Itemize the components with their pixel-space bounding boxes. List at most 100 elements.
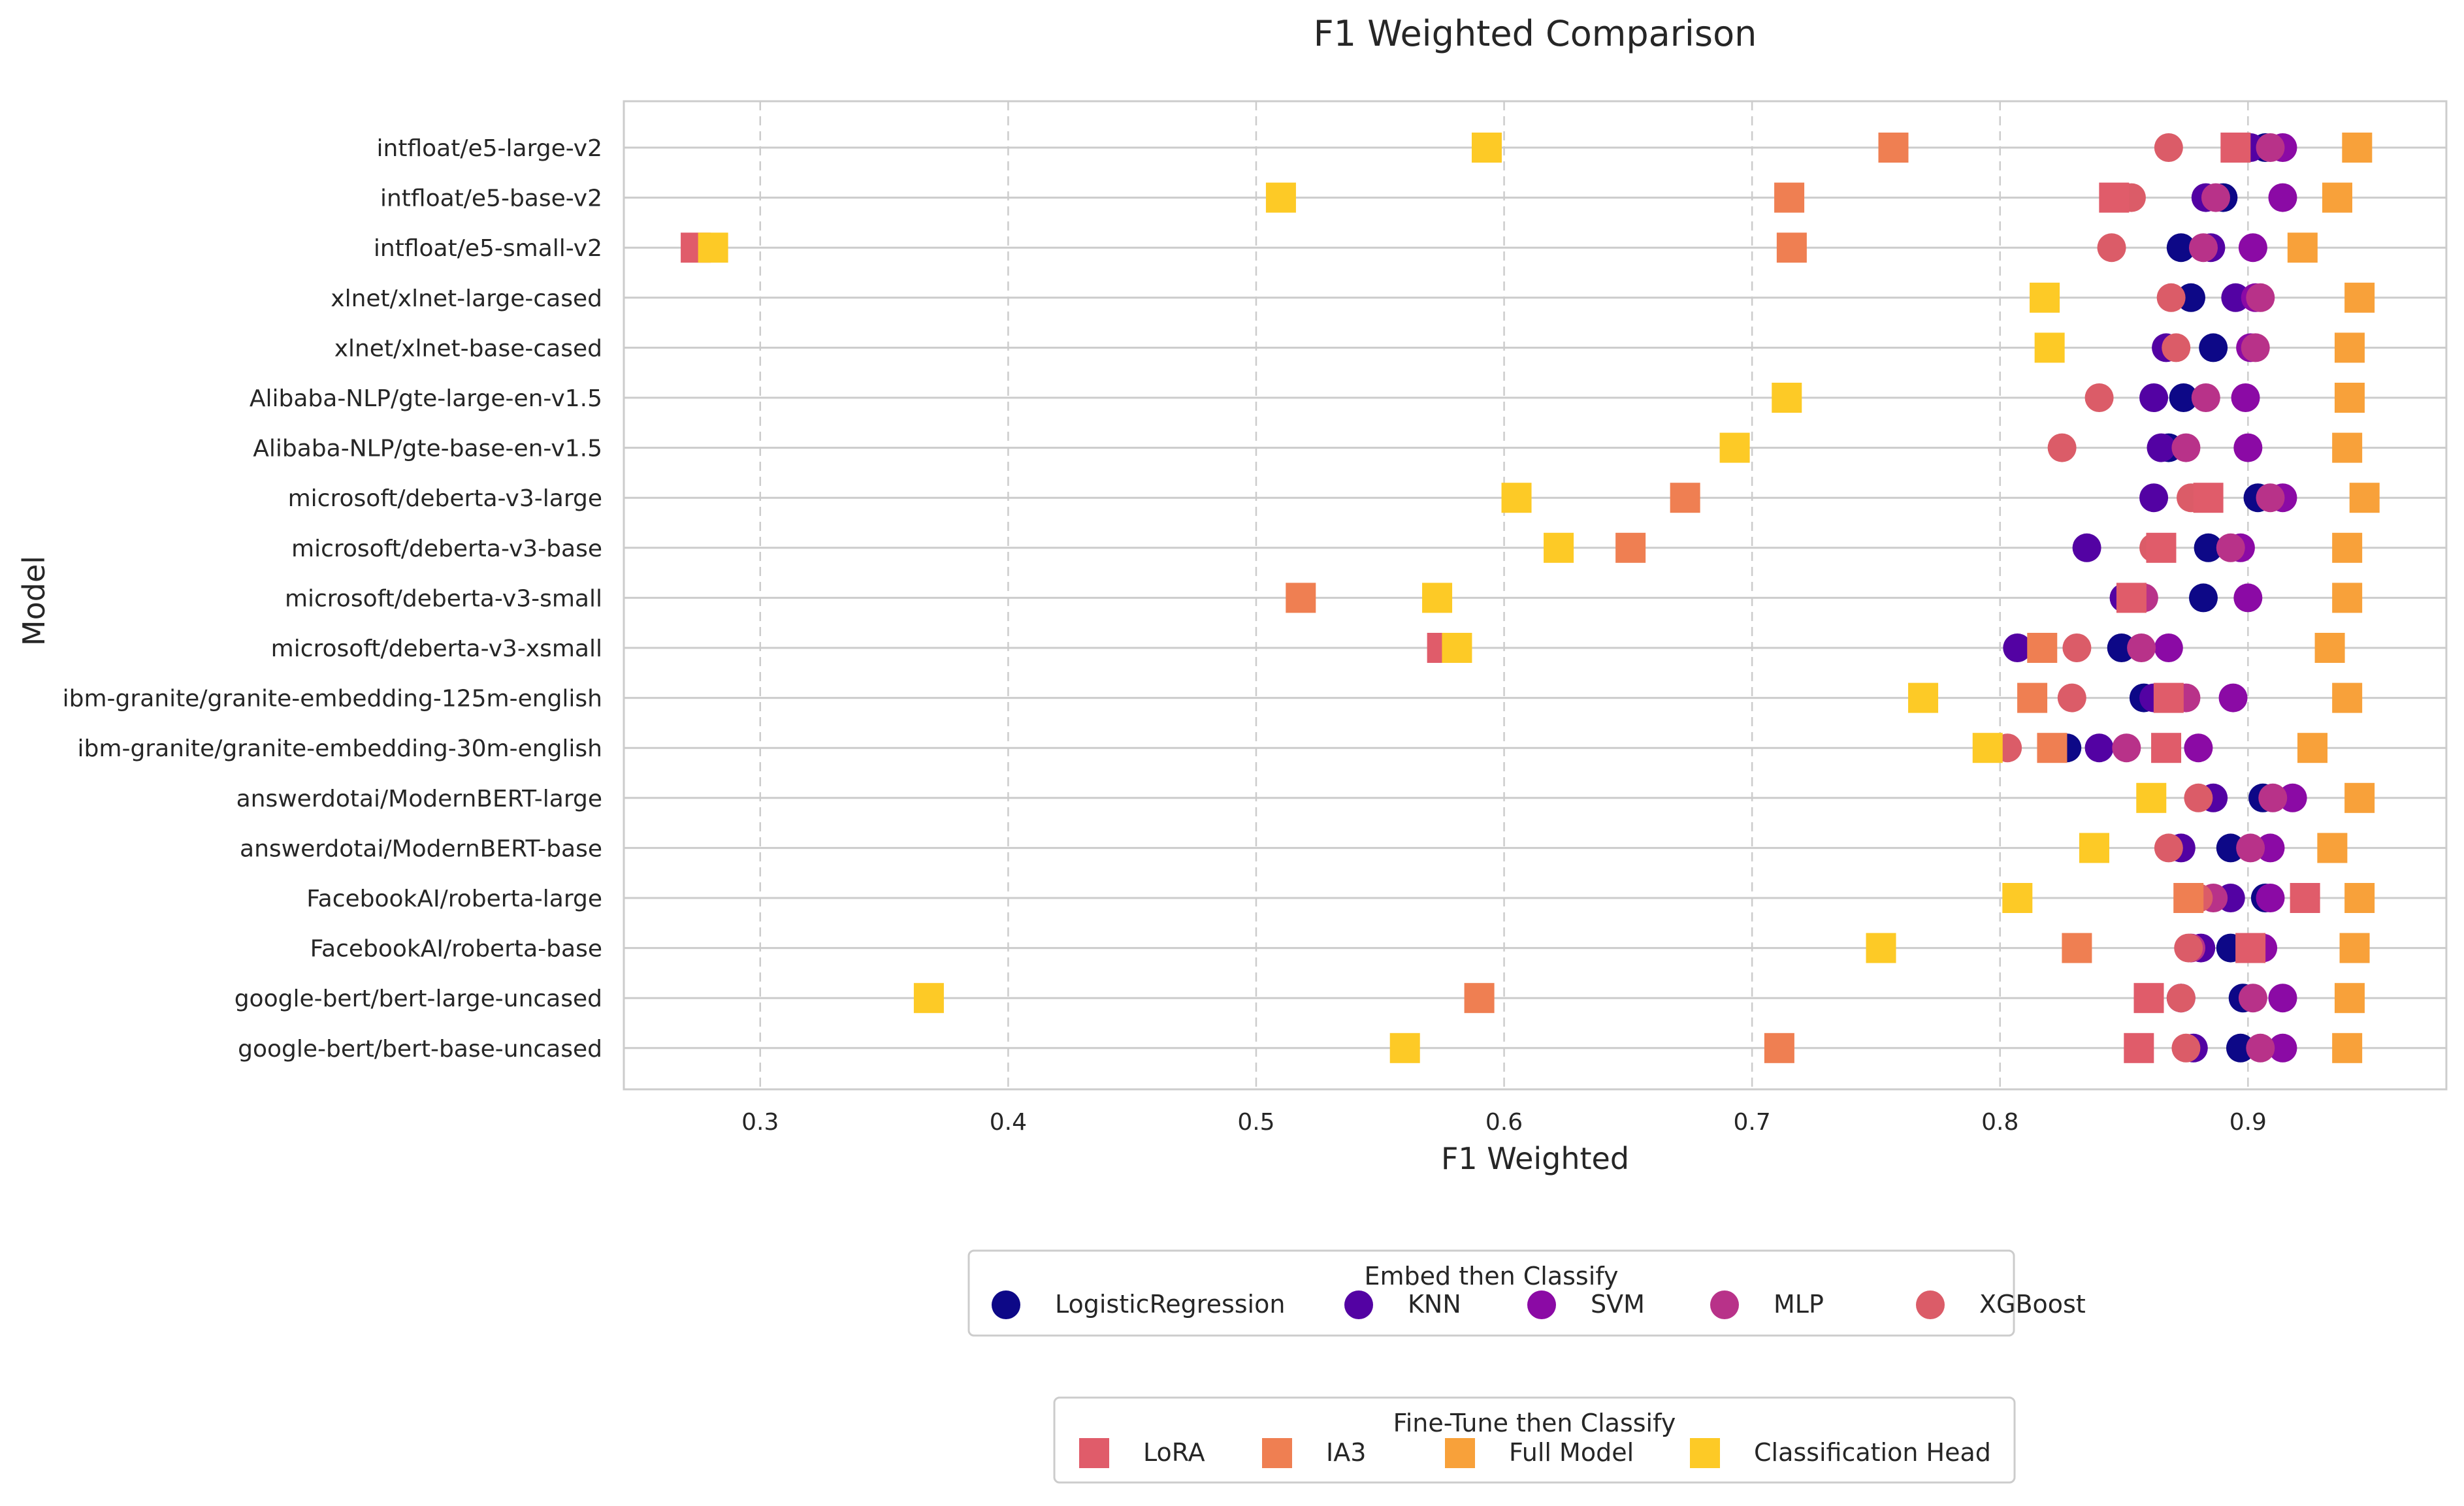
legend-marker-full-model — [1445, 1438, 1475, 1468]
classification-head-point — [913, 983, 944, 1014]
y-tick-label: FacebookAI/roberta-base — [310, 936, 602, 963]
y-tick-label: intfloat/e5-base-v2 — [380, 185, 602, 212]
knn-point — [2084, 733, 2114, 763]
mlp-point — [2256, 483, 2285, 513]
xgboost-point — [2171, 1033, 2201, 1063]
logisticregression-point — [2107, 633, 2136, 662]
lora-point — [2290, 883, 2320, 913]
logisticregression-point — [2177, 283, 2206, 312]
xgboost-point — [2174, 933, 2203, 963]
svm-point — [2268, 1033, 2297, 1063]
series-lora — [681, 133, 2320, 1063]
full-model-point — [2349, 483, 2380, 513]
mlp-point — [2189, 233, 2218, 263]
y-tick-label: google-bert/bert-base-uncased — [238, 1036, 602, 1063]
mlp-point — [2171, 433, 2201, 462]
xgboost-point — [2062, 633, 2092, 662]
classification-head-point — [1471, 133, 1502, 163]
ia3-point — [1615, 532, 1646, 563]
legend-marker-mlp — [1710, 1290, 1739, 1319]
full-model-point — [2339, 933, 2370, 963]
classification-head-point — [1501, 483, 1532, 513]
legend-label-full-model: Full Model — [1509, 1438, 1634, 1467]
x-tick-label: 0.3 — [741, 1109, 779, 1136]
classification-head-point — [2002, 883, 2033, 913]
series-classification-head — [698, 133, 2167, 1063]
ia3-point — [2027, 633, 2058, 663]
series-ia3 — [1286, 133, 2204, 1063]
mlp-point — [2112, 733, 2141, 763]
legend-embed-then-classify: Embed then Classify LogisticRegression KNN… — [967, 1249, 2086, 1337]
legend-title: Fine-Tune then Classify — [1393, 1409, 1676, 1437]
logisticregression-point — [2189, 583, 2218, 613]
x-axis-ticks: 0.3 0.4 0.5 0.6 0.7 0.8 0.9 — [741, 1109, 2267, 1136]
classification-head-point — [1389, 1033, 1420, 1063]
legend-label-mlp: MLP — [1774, 1290, 1824, 1319]
y-tick-label: Alibaba-NLP/gte-base-en-v1.5 — [253, 436, 602, 462]
full-model-point — [2344, 782, 2375, 813]
data-marks — [681, 133, 2380, 1063]
full-model-point — [2332, 432, 2363, 463]
classification-head-point — [1908, 682, 1939, 713]
svm-point — [2154, 633, 2183, 662]
xgboost-point — [2166, 984, 2196, 1013]
legend-label-svm: SVM — [1591, 1290, 1645, 1319]
ia3-point — [2017, 682, 2048, 713]
legend-label-classification-head: Classification Head — [1754, 1438, 1991, 1467]
xgboost-point — [2097, 233, 2126, 263]
ia3-point — [1670, 483, 1700, 513]
lora-point — [2220, 133, 2251, 163]
y-tick-label: ibm-granite/granite-embedding-30m-englis… — [78, 735, 602, 762]
y-tick-label: intfloat/e5-large-v2 — [377, 135, 602, 162]
xgboost-point — [2184, 783, 2213, 812]
y-tick-label: xlnet/xlnet-large-cased — [331, 285, 602, 312]
knn-point — [2221, 283, 2250, 312]
ia3-point — [2062, 933, 2092, 963]
mlp-point — [2236, 833, 2265, 863]
classification-head-point — [1265, 182, 1296, 213]
lora-point — [2151, 733, 2182, 763]
logisticregression-point — [2166, 233, 2196, 263]
full-model-point — [2322, 182, 2352, 213]
classification-head-point — [1422, 583, 1453, 613]
mlp-point — [2127, 633, 2156, 662]
y-tick-label: google-bert/bert-large-uncased — [235, 985, 602, 1012]
mlp-point — [2238, 984, 2267, 1013]
x-tick-label: 0.4 — [990, 1109, 1027, 1136]
classification-head-point — [2030, 282, 2060, 313]
ia3-point — [1774, 182, 1805, 213]
legend-box — [967, 1249, 2015, 1337]
lora-point — [2193, 483, 2224, 513]
full-model-point — [2297, 733, 2328, 763]
logisticregression-point — [2226, 1033, 2255, 1063]
ia3-point — [2173, 883, 2204, 913]
full-model-point — [2332, 1033, 2363, 1063]
classification-head-point — [1719, 432, 1750, 463]
full-model-point — [2334, 983, 2365, 1014]
lora-point — [2116, 583, 2147, 613]
y-tick-label: intfloat/e5-small-v2 — [374, 235, 602, 262]
legend-marker-xgboost — [1916, 1290, 1945, 1319]
legend-marker-lora — [1079, 1438, 1109, 1468]
classification-head-point — [698, 232, 728, 263]
classification-head-point — [1972, 733, 2003, 763]
svm-point — [2268, 984, 2297, 1013]
mlp-point — [2201, 183, 2230, 212]
lora-point — [2099, 182, 2130, 213]
y-axis-label: Model — [16, 556, 52, 646]
x-tick-label: 0.5 — [1237, 1109, 1274, 1136]
legend-fine-tune-then-classify: Fine-Tune then Classify LoRA IA3 Full Model… — [1053, 1396, 2016, 1484]
x-axis-label: F1 Weighted — [1441, 1141, 1629, 1176]
y-tick-label: microsoft/deberta-v3-base — [291, 536, 602, 562]
legend-marker-svm — [1527, 1290, 1556, 1319]
svm-point — [2256, 884, 2285, 912]
classification-head-point — [2136, 782, 2167, 813]
knn-point — [2139, 383, 2169, 412]
classification-head-point — [2079, 833, 2109, 863]
x-tick-label: 0.9 — [2229, 1109, 2267, 1136]
legend-label-xgboost: XGBoost — [1979, 1290, 2086, 1319]
xgboost-point — [2162, 333, 2191, 362]
lora-point — [2153, 682, 2184, 713]
y-tick-label: FacebookAI/roberta-large — [306, 886, 602, 912]
